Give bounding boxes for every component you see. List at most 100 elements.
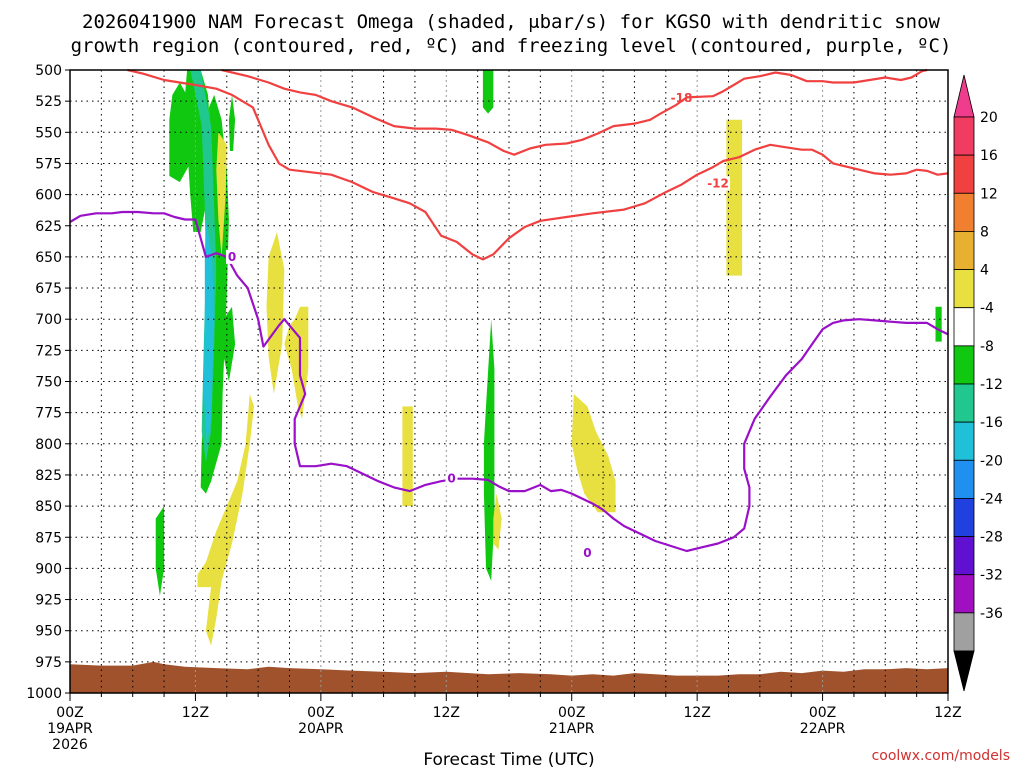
x-tick-label-7-0: 12Z <box>934 705 961 721</box>
x-tick-label-0-2: 2026 <box>52 737 88 753</box>
colorbar-label-4: 4 <box>980 263 989 279</box>
y-tick-label-11: 775 <box>35 406 62 422</box>
colorbar-label-3: 8 <box>980 224 989 240</box>
omega-region-0-2 <box>228 94 236 151</box>
x-tick-label-3-0: 12Z <box>433 705 460 721</box>
contour-label-0: 0 <box>583 546 591 560</box>
pressure-axis: 500 525 550 575 600 625 650 675 700 725 750 775 800 8… <box>26 63 70 702</box>
colorbar-label-8: -16 <box>980 415 1003 431</box>
colorbar-swatch-3 <box>953 231 975 270</box>
contour-line-0 <box>69 210 949 553</box>
contour-label-bg-1 <box>706 176 731 191</box>
terrain-layer <box>70 661 948 693</box>
omega-region-3-2 <box>284 306 309 419</box>
colorbar-swatch-12 <box>953 574 975 614</box>
colorbar-label-13: -36 <box>980 606 1003 622</box>
omega-region-0-0 <box>169 82 191 183</box>
y-tick-label-1: 525 <box>35 94 62 110</box>
colorbar-swatch-10 <box>953 498 975 537</box>
omega-region-3-4 <box>402 406 413 507</box>
omega-region-3-1 <box>266 232 285 394</box>
colorbar-swatch-6 <box>953 345 975 385</box>
freezing-level-label-0: 0 <box>228 250 236 264</box>
x-axis-label: Forecast Time (UTC) <box>423 750 594 768</box>
y-tick-label-18: 950 <box>35 624 62 640</box>
omega-region-3-5 <box>493 493 502 550</box>
colorbar-swatch-5 <box>953 307 975 347</box>
colorbar-swatch-9 <box>953 459 975 499</box>
colorbar-label-1: 16 <box>980 148 998 164</box>
omega-region-0-7 <box>155 506 165 596</box>
omega-region-0-8 <box>935 306 942 342</box>
x-tick-label-2-0: 00Z <box>307 705 334 721</box>
colorbar-label-12: -32 <box>980 568 1003 584</box>
contour-line-m12 <box>221 68 928 156</box>
colorbar-top-arrow <box>953 74 975 118</box>
y-tick-label-15: 875 <box>35 530 62 546</box>
y-tick-label-17: 925 <box>35 593 62 609</box>
freezing-label-bg-0 <box>226 249 239 264</box>
chart-title-line-1: 2026041900 NAM Forecast Omega (shaded, μ… <box>82 11 940 33</box>
credit-label: coolwx.com/models <box>872 748 1010 764</box>
y-tick-label-16: 900 <box>35 561 62 577</box>
colorbar-swatch-1 <box>953 154 975 194</box>
contour-label-m12: -12 <box>707 176 729 190</box>
x-tick-label-0-1: 19APR <box>47 721 93 737</box>
colorbar-label-11: -28 <box>980 530 1003 546</box>
colorbar-swatch-11 <box>953 536 975 576</box>
y-tick-label-7: 675 <box>35 281 62 297</box>
contour-line-m18 <box>127 68 949 261</box>
contour-label-bg-2 <box>575 545 600 560</box>
y-tick-label-10: 750 <box>35 375 62 391</box>
x-tick-label-6-1: 22APR <box>800 721 846 737</box>
colorbar-swatch-2 <box>953 192 975 232</box>
y-tick-label-8: 700 <box>35 312 62 328</box>
freezing-level-label-1: 0 <box>447 472 455 486</box>
freezing-label-bg-1 <box>445 471 458 486</box>
omega-shading-layer <box>155 70 942 646</box>
y-tick-label-3: 575 <box>35 156 62 172</box>
y-tick-label-9: 725 <box>35 343 62 359</box>
y-tick-label-6: 650 <box>35 250 62 266</box>
colorbar-label-9: -20 <box>980 453 1003 469</box>
colorbar-label-10: -24 <box>980 491 1003 507</box>
y-tick-label-5: 625 <box>35 219 62 235</box>
grid-layer <box>70 70 948 693</box>
colorbar-label-5: -4 <box>980 301 994 317</box>
colorbar-bottom-arrow <box>953 650 975 692</box>
y-tick-label-0: 500 <box>35 63 62 79</box>
colorbar-swatch-7 <box>953 383 975 423</box>
y-tick-label-14: 850 <box>35 499 62 515</box>
y-tick-label-13: 825 <box>35 468 62 484</box>
y-tick-label-12: 800 <box>35 437 62 453</box>
colorbar-swatch-13 <box>953 612 975 652</box>
y-tick-label-2: 550 <box>35 125 62 141</box>
x-tick-label-0-0: 00Z <box>56 705 83 721</box>
colorbar-label-6: -8 <box>980 339 994 355</box>
omega-region-3-3 <box>197 394 254 646</box>
x-tick-label-4-0: 00Z <box>558 705 585 721</box>
x-tick-label-1-0: 12Z <box>182 705 209 721</box>
y-tick-label-20: 1000 <box>26 686 62 702</box>
x-tick-label-6-0: 00Z <box>809 705 836 721</box>
omega-region-0-6 <box>483 319 495 581</box>
omega-colorbar: 20 16 12 8 4 -4 -8 -12 -16 -20 -24 -28 -32 -36 <box>953 74 1003 692</box>
x-tick-label-2-1: 20APR <box>298 721 344 737</box>
contour-label-m18: -18 <box>671 91 693 105</box>
y-tick-label-4: 600 <box>35 188 62 204</box>
omega-region-2-0 <box>203 219 215 444</box>
colorbar-label-0: 20 <box>980 110 998 126</box>
omega-region-0-5 <box>482 70 494 114</box>
colorbar-label-2: 12 <box>980 186 998 202</box>
contour-label-bg-0 <box>669 91 694 106</box>
colorbar-label-7: -12 <box>980 377 1003 393</box>
colorbar-swatch-0 <box>953 116 975 156</box>
y-tick-label-19: 975 <box>35 655 62 671</box>
x-tick-label-5-0: 12Z <box>683 705 710 721</box>
terrain-fill <box>70 661 948 693</box>
contour-layer: -18 -12 0 0 0 <box>69 68 949 560</box>
chart-title-line-2: growth region (contoured, red, ºC) and f… <box>71 35 952 57</box>
